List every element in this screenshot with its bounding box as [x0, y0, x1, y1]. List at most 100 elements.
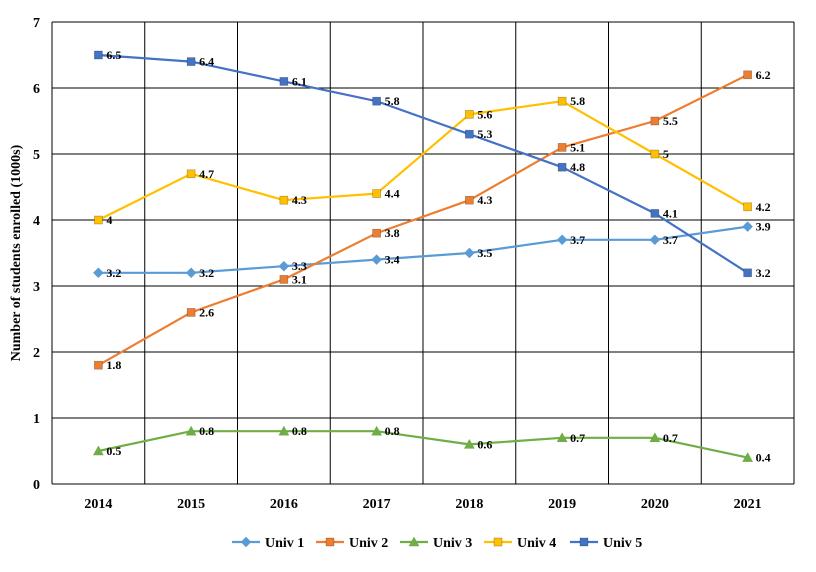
data-point — [465, 129, 474, 139]
data-point — [185, 425, 197, 436]
data-label: 3.9 — [756, 220, 771, 234]
series-univ-5 — [94, 50, 752, 278]
data-label: 4.8 — [570, 160, 585, 174]
data-label: 3.1 — [292, 272, 307, 286]
legend-marker — [579, 537, 589, 547]
data-point — [465, 110, 474, 119]
data-label: 3.7 — [570, 233, 585, 247]
data-point — [463, 438, 475, 449]
data-point — [650, 209, 660, 218]
data-point — [94, 360, 103, 370]
data-point — [742, 221, 753, 232]
x-tick-label: 2014 — [84, 497, 112, 512]
data-label: 0.5 — [106, 444, 121, 458]
x-tick-label: 2015 — [177, 497, 205, 512]
data-point — [279, 275, 289, 284]
data-point — [371, 254, 382, 265]
data-point — [279, 195, 289, 205]
data-point — [92, 445, 104, 456]
series-line — [97, 73, 749, 367]
data-label: 4 — [106, 213, 112, 227]
data-label: 5.3 — [477, 127, 492, 141]
data-label: 2.6 — [199, 305, 214, 319]
axes: 0 1 2 3 4 5 6 7 2014 2015 2016 2017 2018 2019 2020 2021 — [33, 16, 762, 512]
data-label: 0.6 — [477, 437, 492, 451]
data-point — [372, 228, 381, 238]
legend-marker — [240, 536, 252, 548]
data-point — [464, 247, 475, 259]
y-tick-label: 6 — [33, 82, 40, 97]
legend-marker — [325, 537, 335, 547]
data-label: 5.8 — [570, 94, 585, 108]
data-point — [742, 452, 754, 462]
legend-label: Univ 3 — [433, 536, 472, 551]
legend: Univ 1 Univ 2 Univ 3 Univ 4 Univ 5 — [232, 536, 642, 551]
y-tick-label: 1 — [33, 412, 40, 427]
data-point — [186, 57, 196, 66]
data-point — [557, 162, 567, 172]
data-point — [278, 260, 290, 272]
data-label: 6.2 — [756, 68, 771, 82]
data-label: 3.5 — [477, 246, 492, 260]
y-tick-label: 5 — [33, 148, 40, 163]
data-label: 5.8 — [385, 94, 400, 108]
data-point — [650, 116, 660, 126]
y-axis-title: Number of students enrolled (1000s) — [9, 144, 24, 361]
data-label: 6.1 — [292, 74, 307, 88]
y-tick-label: 7 — [33, 16, 40, 31]
data-point — [556, 432, 568, 443]
data-label: 3.8 — [385, 226, 400, 240]
data-point — [649, 234, 661, 246]
data-point — [279, 77, 289, 86]
series-univ-2 — [94, 70, 752, 370]
data-point — [649, 432, 661, 443]
legend-label: Univ 2 — [349, 536, 388, 551]
series-univ-4 — [94, 96, 752, 225]
data-label: 0.8 — [385, 424, 400, 438]
data-label: 0.7 — [663, 431, 678, 445]
series-group — [92, 50, 754, 462]
x-tick-label: 2021 — [734, 497, 762, 512]
data-label: 5.6 — [477, 107, 492, 121]
data-label: 4.2 — [756, 200, 771, 214]
data-point — [557, 96, 567, 106]
data-label: 0.7 — [570, 431, 585, 445]
data-point — [372, 189, 381, 198]
legend-item: Univ 5 — [570, 536, 642, 551]
data-label: 3.4 — [385, 253, 400, 267]
data-label: 4.3 — [477, 193, 492, 207]
data-point — [94, 50, 103, 60]
data-labels: 3.2 3.2 3.3 3.4 3.5 3.7 3.7 3.9 1.8 2.6 3.1 3.8 4.3 5… — [106, 48, 770, 465]
y-tick-label: 4 — [33, 214, 40, 229]
data-point — [743, 202, 752, 212]
legend-item: Univ 4 — [484, 536, 556, 551]
data-point — [743, 268, 752, 278]
series-line — [98, 430, 748, 459]
data-label: 5.1 — [570, 140, 585, 154]
x-tick-label: 2016 — [270, 497, 298, 512]
y-tick-label: 0 — [33, 478, 40, 493]
data-point — [556, 234, 568, 246]
x-tick-label: 2017 — [363, 497, 391, 512]
series-univ-1 — [93, 221, 753, 279]
data-label: 3.2 — [106, 266, 121, 280]
data-point — [371, 425, 383, 436]
data-label: 4.1 — [663, 206, 678, 220]
data-point — [186, 169, 196, 179]
data-label: 4.4 — [385, 187, 400, 201]
data-point — [185, 267, 197, 279]
legend-label: Univ 4 — [517, 536, 556, 551]
legend-label: Univ 5 — [603, 536, 642, 551]
legend-item: Univ 2 — [316, 536, 388, 551]
data-label: 6.5 — [106, 48, 121, 62]
data-point — [93, 267, 104, 279]
data-point — [743, 70, 752, 80]
x-tick-label: 2019 — [548, 497, 576, 512]
legend-item: Univ 1 — [232, 536, 304, 551]
data-point — [557, 143, 567, 152]
x-tick-label: 2020 — [641, 497, 669, 512]
data-label: 3.7 — [663, 233, 678, 247]
data-label: 5 — [663, 147, 669, 161]
series-line — [98, 225, 748, 274]
data-label: 6.4 — [199, 55, 214, 69]
